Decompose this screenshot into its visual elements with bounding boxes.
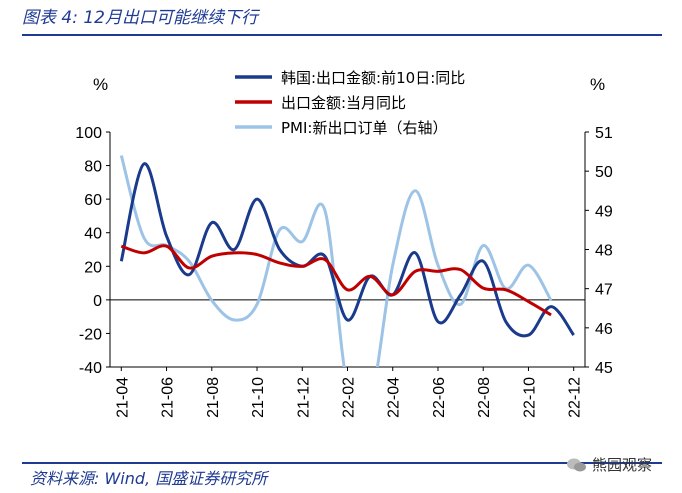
left-tick-label: 80 [84,159,102,176]
figure-title: 图表 4: 12月出口可能继续下行 [22,8,258,28]
left-tick-label: 60 [84,192,102,209]
source-note: 资料来源: Wind, 国盛证券研究所 [30,469,268,488]
left-tick-label: 100 [75,125,102,142]
left-tick-label: 20 [84,259,102,276]
left-tick-label: -20 [79,326,102,343]
x-tick-label: 22-06 [431,377,448,418]
x-tick-label: 22-12 [567,377,584,418]
right-tick-label: 49 [595,203,613,220]
korea-export-line [119,162,575,338]
right-tick-label: 47 [595,282,613,299]
right-axis-unit: % [590,75,605,94]
left-tick-label: -40 [79,360,102,377]
wechat-icon [567,458,586,471]
right-tick-label: 46 [595,321,613,338]
watermark-text: 熊园观察 [592,456,653,474]
legend-china-export-label: 出口金额:当月同比 [281,94,406,112]
left-tick-label: 40 [84,226,102,243]
x-tick-label: 21-04 [114,377,131,418]
legend-pmi-export-orders-label: PMI:新出口订单（右轴） [281,119,447,137]
legend-korea-export-label: 韩国:出口金额:前10日:同比 [281,69,465,87]
x-tick-label: 22-04 [386,377,403,418]
left-axis-unit: % [93,75,108,94]
china-export-line [120,244,552,317]
watermark: 熊园观察 [566,454,652,475]
footer-rule [22,462,662,464]
right-tick-label: 51 [595,125,613,142]
right-tick-label: 45 [595,360,613,377]
x-tick-label: 22-02 [341,377,358,418]
series-layer [119,155,575,367]
x-tick-label: 22-08 [476,377,493,418]
title-rule [22,34,662,36]
x-tick-label: 21-06 [160,377,177,418]
x-tick-label: 21-08 [205,377,222,418]
x-tick-label: 21-12 [295,377,312,418]
x-tick-label: 21-10 [250,377,267,418]
axes: 100 80 60 40 20 0 -20 -40 51 50 49 48 47 46 45 21-04 21-… [75,125,613,418]
left-tick-label: 0 [93,293,102,310]
x-tick-label: 22-10 [521,377,538,418]
right-tick-label: 50 [595,164,613,181]
right-tick-label: 48 [595,243,613,260]
